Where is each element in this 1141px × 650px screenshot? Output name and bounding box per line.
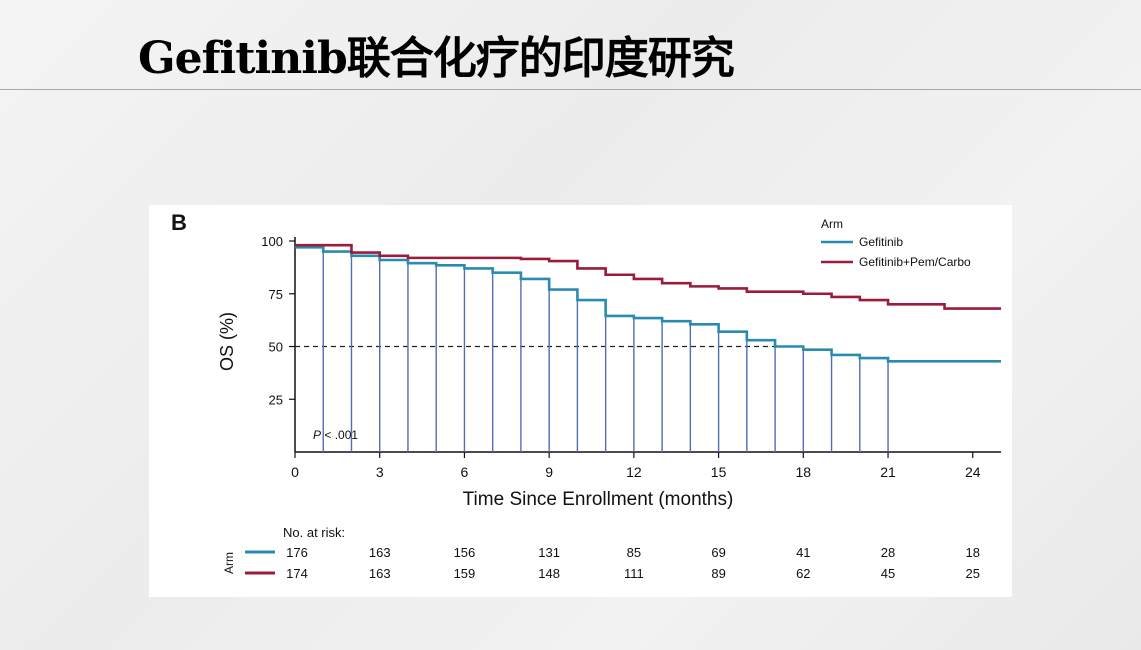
risk-count: 176: [286, 545, 308, 560]
combination-survival-curve: [295, 243, 1001, 310]
legend-entry: Gefitinib+Pem/Carbo: [859, 255, 971, 269]
y-tick-label: 75: [269, 287, 283, 302]
risk-count: 174: [286, 566, 308, 581]
risk-table-header: No. at risk:: [283, 525, 345, 540]
x-tick-label: 15: [711, 464, 727, 480]
risk-count: 131: [538, 545, 560, 560]
x-tick-label: 21: [880, 464, 896, 480]
x-tick-label: 24: [965, 464, 981, 480]
panel-label: B: [171, 210, 187, 235]
gefitinib-survival-curve: [295, 246, 1001, 363]
risk-count: 148: [538, 566, 560, 581]
legend-entry: Gefitinib: [859, 235, 903, 249]
risk-count: 156: [454, 545, 476, 560]
slide-title: Gefitinib联合化疗的印度研究: [138, 33, 735, 84]
risk-count: 62: [796, 566, 810, 581]
title-divider: [0, 89, 1141, 90]
risk-table-arm-label: Arm: [222, 552, 236, 574]
risk-count: 69: [711, 545, 725, 560]
risk-count: 89: [711, 566, 725, 581]
km-chart-panel: B 25 50 75 100 0 3 6 9 12 15 18 21 24 Time Since Enrol…: [149, 205, 1012, 597]
x-tick-label: 9: [545, 464, 553, 480]
risk-count: 163: [369, 566, 391, 581]
risk-count: 28: [881, 545, 895, 560]
x-tick-label: 0: [291, 464, 299, 480]
risk-count: 18: [966, 545, 980, 560]
x-tick-label: 12: [626, 464, 642, 480]
risk-count: 85: [627, 545, 641, 560]
x-axis-label: Time Since Enrollment (months): [463, 489, 734, 510]
y-tick-label: 50: [269, 340, 283, 355]
risk-count: 41: [796, 545, 810, 560]
y-tick-label: 25: [269, 392, 283, 407]
y-axis-label: OS (%): [217, 312, 237, 371]
risk-count: 45: [881, 566, 895, 581]
risk-count: 111: [624, 566, 644, 581]
x-tick-label: 18: [796, 464, 812, 480]
x-tick-label: 3: [376, 464, 384, 480]
y-tick-label: 100: [261, 234, 283, 249]
legend-title: Arm: [821, 217, 843, 231]
p-value-annotation: P < .001: [313, 428, 358, 442]
x-tick-label: 6: [461, 464, 469, 480]
risk-count: 163: [369, 545, 391, 560]
risk-count: 25: [966, 566, 980, 581]
risk-count: 159: [454, 566, 476, 581]
